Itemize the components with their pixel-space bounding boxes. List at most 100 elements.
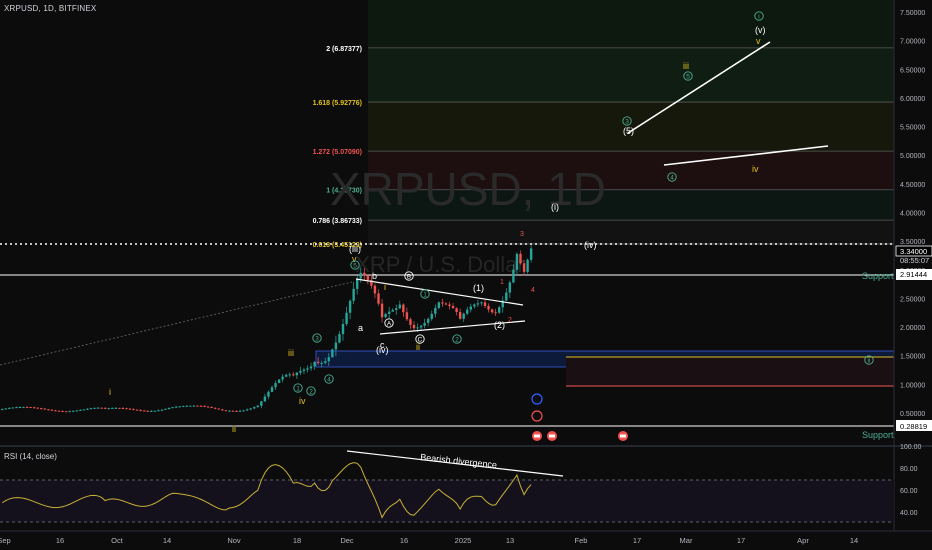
candle-body	[380, 303, 384, 318]
wave-circle-label: 4	[670, 175, 674, 182]
candle-body	[522, 263, 526, 272]
candle-body	[295, 372, 299, 376]
projection-line-wave4	[663, 145, 829, 166]
time-tick-label: Mar	[680, 536, 693, 545]
candle-body	[228, 410, 231, 412]
wave-circle-label: 1	[423, 292, 427, 299]
time-tick-label: Apr	[797, 536, 809, 545]
wave-label-four: 4	[531, 287, 535, 294]
candle-body	[54, 410, 57, 412]
candle-body	[111, 407, 114, 409]
candle-body	[139, 410, 142, 412]
candle-body	[363, 272, 366, 276]
triangle-lower-line	[379, 320, 526, 335]
wave-circle-label: 4	[327, 377, 331, 384]
candle-body	[214, 407, 217, 409]
candle-body	[235, 410, 238, 412]
candle-body	[260, 401, 263, 406]
rsi-tick-label: 60.00	[900, 488, 918, 495]
triangle-upper-line	[355, 278, 524, 306]
wave-circle-marker	[754, 11, 764, 21]
candle-body	[405, 312, 409, 320]
earnings-flag-glyph	[534, 434, 540, 438]
candle-body	[224, 410, 228, 412]
wave-circle-marker	[683, 71, 693, 81]
time-tick-label: Nov	[227, 536, 241, 545]
candle-body	[306, 368, 309, 370]
wave-circle-label: C	[418, 337, 423, 344]
candle-body	[86, 408, 89, 410]
candle-body	[309, 366, 313, 369]
candle-body	[476, 303, 480, 305]
candle-body	[288, 374, 291, 376]
candle-body	[277, 379, 281, 384]
current-price-value: 3.34000	[900, 247, 927, 256]
wave-label-two-red: 2	[508, 317, 512, 324]
candle-body	[274, 383, 277, 388]
candle-body	[231, 410, 235, 412]
candle-body	[352, 288, 355, 301]
support-upper-value: 2.91444	[900, 270, 927, 279]
candle-body	[121, 407, 125, 409]
wave-circle-marker	[293, 383, 303, 393]
wave-circle-label: 5	[686, 74, 690, 81]
candle-body	[93, 407, 96, 409]
fib-zone-1	[368, 190, 894, 220]
candle-body	[462, 313, 465, 319]
candle-body	[519, 253, 522, 264]
candle-body	[324, 361, 327, 363]
candle-body	[398, 304, 401, 309]
wave-circle-marker	[350, 260, 360, 270]
candle-body	[171, 407, 174, 409]
candle-body	[345, 312, 348, 324]
wave-label-c: c	[380, 340, 385, 350]
candle-body	[430, 313, 433, 319]
wave-label-iv: iv	[299, 396, 306, 406]
candle-body	[128, 408, 132, 410]
price-tick-label: 4.50000	[900, 182, 925, 189]
fib-level-label: 0.786 (3.86733)	[313, 218, 362, 225]
candle-body	[135, 409, 139, 411]
candle-body	[192, 405, 196, 407]
candle-body	[451, 305, 455, 309]
wave-circle-label: i	[758, 14, 759, 21]
candle-body	[263, 396, 267, 402]
price-tick-label: 5.00000	[900, 153, 925, 160]
wave-label-iv-paren: (iv)	[376, 345, 389, 355]
candle-body	[469, 306, 472, 310]
time-tick-label: Sep	[0, 536, 11, 545]
price-tick-label: 5.50000	[900, 125, 925, 132]
candle-body	[419, 325, 423, 328]
candle-body	[36, 407, 39, 409]
candle-body	[434, 307, 437, 314]
candle-body	[359, 272, 362, 279]
wave-circle-marker	[404, 271, 414, 281]
candle-body	[402, 304, 405, 313]
time-axis: Sep 16 Oct 14 Nov 18 Dec 16 2025 13 Feb 17 Mar 17 Apr 1…	[0, 536, 858, 545]
wave-circle-marker	[312, 333, 322, 343]
candle-body	[75, 410, 78, 412]
candle-body	[160, 409, 164, 411]
candle-body	[448, 304, 451, 306]
candle-body	[238, 410, 242, 412]
candle-body	[245, 409, 249, 411]
support-lower-tag	[896, 420, 932, 431]
wave-circle-label: A	[387, 321, 392, 328]
price-tick-label: 2.50000	[900, 296, 925, 303]
wave-circle-marker	[306, 386, 316, 396]
wave-label-ii-small: ii	[416, 342, 420, 352]
candle-body	[47, 409, 50, 411]
event-marker-icon[interactable]	[531, 393, 543, 405]
wave-circle-label: 1	[296, 386, 300, 393]
candle-body	[150, 410, 153, 412]
wave-label-paren2: (2)	[494, 320, 505, 330]
candle-body	[178, 406, 181, 408]
support-label-lower: Support	[862, 430, 894, 440]
fib-zone-1272	[368, 152, 894, 190]
candle-body	[22, 406, 25, 408]
wave-label-i-paren: (i)	[551, 202, 559, 212]
event-marker-icon[interactable]	[531, 410, 543, 422]
candle-body	[529, 248, 533, 260]
